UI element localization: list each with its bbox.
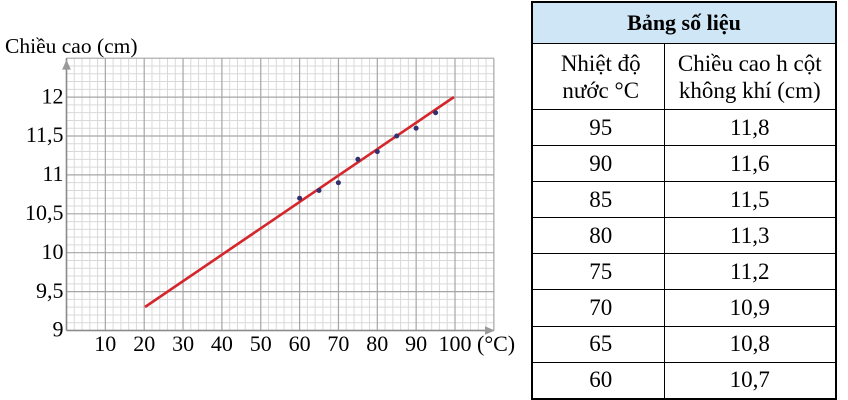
svg-text:50: 50 (250, 331, 272, 356)
svg-text:20: 20 (133, 331, 155, 356)
svg-text:Chiều cao (cm): Chiều cao (cm) (5, 34, 138, 58)
svg-text:30: 30 (172, 331, 194, 356)
svg-text:12: 12 (42, 83, 64, 108)
svg-text:10,5: 10,5 (25, 200, 64, 225)
svg-text:90: 90 (405, 331, 427, 356)
svg-text:11,5: 11,5 (26, 122, 64, 147)
svg-text:100: 100 (439, 331, 472, 356)
svg-text:60: 60 (289, 331, 311, 356)
svg-text:9,5: 9,5 (36, 278, 64, 303)
svg-text:(°C): (°C) (477, 331, 515, 356)
svg-text:10: 10 (42, 239, 64, 264)
svg-text:80: 80 (366, 331, 388, 356)
svg-text:9: 9 (53, 317, 64, 342)
svg-text:70: 70 (327, 331, 349, 356)
svg-text:40: 40 (211, 331, 233, 356)
svg-text:11: 11 (42, 161, 63, 186)
svg-text:10: 10 (94, 331, 116, 356)
